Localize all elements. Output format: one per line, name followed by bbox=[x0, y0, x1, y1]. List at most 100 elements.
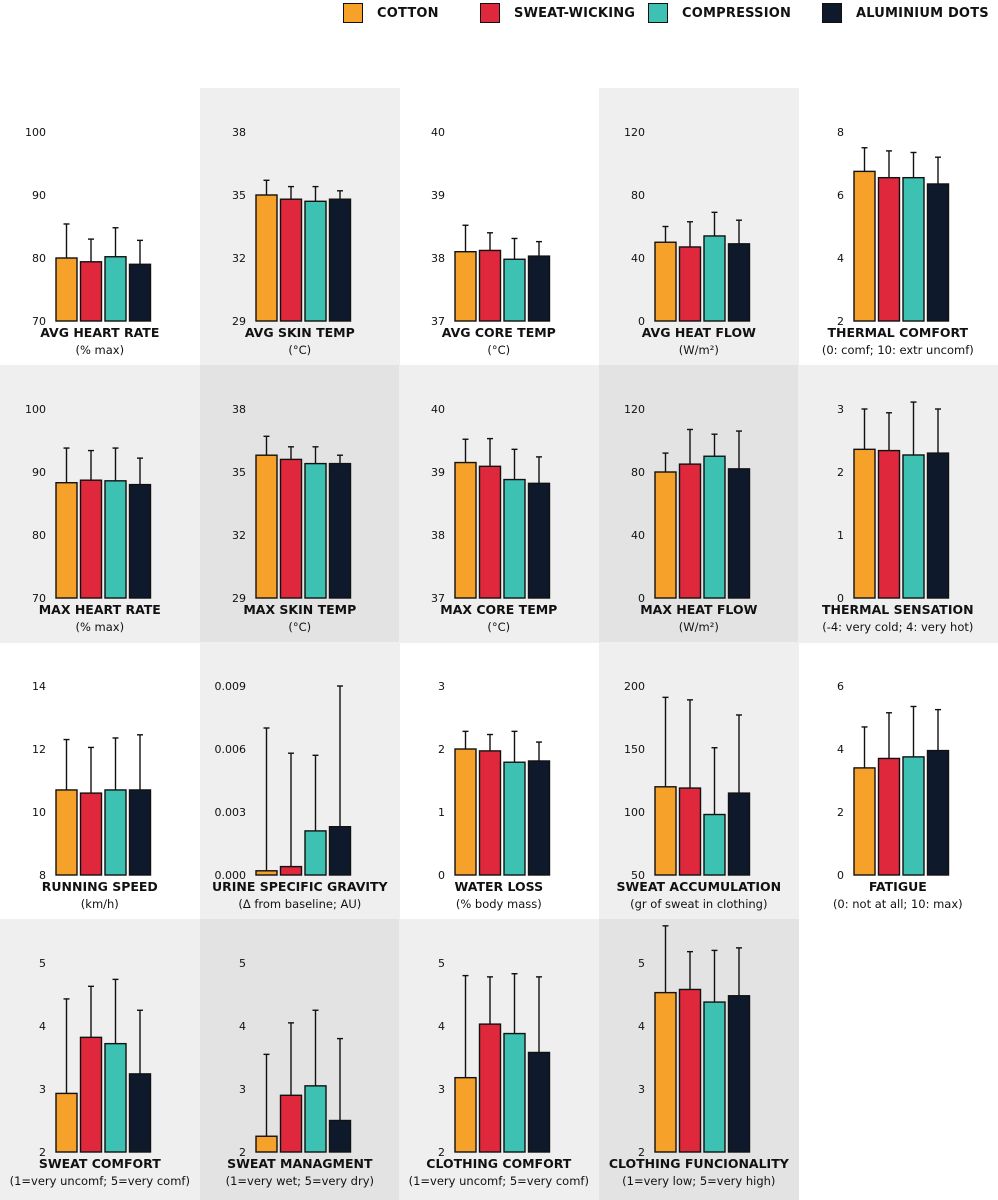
y-tick-label: 38 bbox=[431, 529, 445, 542]
y-tick-label: 0 bbox=[438, 869, 445, 882]
y-tick-label: 3 bbox=[39, 1083, 46, 1096]
bar-sweat-wicking bbox=[279, 1094, 302, 1153]
y-tick-label: 2 bbox=[438, 743, 445, 756]
y-tick-label: 120 bbox=[624, 403, 645, 416]
chart-subtitle: (°C) bbox=[288, 620, 311, 634]
bar-cotton bbox=[55, 482, 78, 599]
y-tick-label: 3 bbox=[638, 1083, 645, 1096]
bar-cotton bbox=[55, 789, 78, 876]
chart-panel-avg-heat-flow: 0 40 80 120 AVG HEAT FLOW (W/m²) bbox=[624, 126, 756, 357]
legend-swatch-aluminium-dots bbox=[822, 3, 842, 23]
y-tick-label: 8 bbox=[39, 869, 46, 882]
y-tick-label: 40 bbox=[431, 126, 445, 139]
legend-label-compression: COMPRESSION bbox=[682, 5, 792, 21]
chart-panel-max-skin-temp: 29 32 35 38 MAX SKIN TEMP (°C) bbox=[232, 403, 356, 634]
bar-aluminium-dots bbox=[727, 792, 750, 876]
bar-compression bbox=[104, 256, 127, 322]
bar-compression bbox=[104, 1042, 127, 1153]
y-tick-label: 2 bbox=[837, 315, 844, 328]
legend-label-aluminium-dots: ALUMINIUM DOTS bbox=[856, 5, 989, 21]
chart-panel-clothing-comfort: 2 3 4 5 CLOTHING COMFORT (1=very uncomf; 5=ve… bbox=[409, 957, 589, 1188]
chart-title: CLOTHING COMFORT bbox=[426, 1156, 571, 1171]
chart-subtitle: (1=very uncomf; 5=very comf) bbox=[10, 1174, 190, 1188]
bar-compression bbox=[503, 1032, 526, 1153]
chart-panel-avg-heart-rate: 70 80 90 100 AVG HEART RATE (% max) bbox=[25, 126, 159, 357]
bar-compression bbox=[104, 789, 127, 876]
bar-sweat-wicking bbox=[878, 757, 901, 876]
bar-sweat-wicking bbox=[79, 1036, 103, 1153]
chart-panel-sweat-managment: 2 3 4 5 SWEAT MANAGMENT (1=very wet; 5=very d… bbox=[225, 957, 373, 1188]
bar-cotton bbox=[654, 471, 677, 599]
bar-cotton bbox=[853, 448, 877, 599]
chart-title: MAX HEART RATE bbox=[39, 602, 161, 617]
y-tick-label: 37 bbox=[431, 315, 445, 328]
bar-compression bbox=[503, 478, 526, 599]
chart-title: AVG SKIN TEMP bbox=[244, 325, 354, 340]
chart-panel-fatigue: 0 2 4 6 FATIGUE (0: not at all; 10: max) bbox=[833, 680, 963, 911]
chart-panel-sweat-comfort: 2 3 4 5 SWEAT COMFORT (1=very uncomf; 5=very … bbox=[10, 957, 190, 1188]
y-tick-label: 4 bbox=[638, 1020, 645, 1033]
bar-aluminium-dots bbox=[328, 825, 351, 876]
bar-sweat-wicking bbox=[678, 988, 701, 1153]
legend-swatch-compression bbox=[648, 3, 668, 23]
y-tick-label: 12 bbox=[32, 743, 46, 756]
bar-cotton bbox=[454, 748, 477, 876]
y-tick-label: 100 bbox=[624, 806, 645, 819]
y-tick-label: 1 bbox=[837, 529, 844, 542]
chart-subtitle: (1=very wet; 5=very dry) bbox=[225, 1174, 373, 1188]
bar-compression bbox=[303, 462, 327, 599]
bar-compression bbox=[703, 1001, 726, 1153]
bar-aluminium-dots bbox=[128, 789, 152, 876]
chart-title: THERMAL SENSATION bbox=[822, 602, 974, 617]
bar-compression bbox=[303, 1085, 327, 1153]
bar-sweat-wicking bbox=[678, 787, 701, 876]
bar-cotton bbox=[654, 786, 677, 876]
chart-title: AVG HEART RATE bbox=[40, 325, 159, 340]
y-tick-label: 200 bbox=[624, 680, 645, 693]
chart-panel-sweat-accumulation: 50 100 150 200 SWEAT ACCUMULATION (gr of swea… bbox=[616, 680, 781, 911]
legend-item-cotton: COTTON bbox=[343, 2, 439, 24]
bar-sweat-wicking bbox=[279, 865, 302, 876]
y-tick-label: 0.009 bbox=[214, 680, 246, 693]
chart-subtitle: (% max) bbox=[75, 343, 124, 357]
y-tick-label: 37 bbox=[431, 592, 445, 605]
chart-subtitle: (1=very low; 5=very high) bbox=[622, 1174, 775, 1188]
chart-title: RUNNING SPEED bbox=[42, 879, 158, 894]
y-tick-label: 10 bbox=[32, 806, 46, 819]
bar-sweat-wicking bbox=[279, 458, 302, 599]
chart-subtitle: (W/m²) bbox=[679, 620, 719, 634]
chart-title: SWEAT ACCUMULATION bbox=[616, 879, 781, 894]
y-tick-label: 90 bbox=[32, 189, 46, 202]
y-tick-label: 150 bbox=[624, 743, 645, 756]
bar-aluminium-dots bbox=[927, 749, 950, 876]
y-tick-label: 2 bbox=[438, 1146, 445, 1159]
y-tick-label: 0.000 bbox=[214, 869, 246, 882]
y-tick-label: 4 bbox=[39, 1020, 46, 1033]
bar-sweat-wicking bbox=[878, 449, 901, 599]
y-tick-label: 1 bbox=[438, 806, 445, 819]
y-tick-label: 8 bbox=[837, 126, 844, 139]
y-tick-label: 40 bbox=[431, 403, 445, 416]
y-tick-label: 70 bbox=[32, 315, 46, 328]
y-tick-label: 90 bbox=[32, 466, 46, 479]
bar-cotton bbox=[55, 1092, 78, 1153]
bar-sweat-wicking bbox=[79, 792, 103, 876]
y-tick-label: 80 bbox=[631, 189, 645, 202]
bar-compression bbox=[303, 830, 327, 876]
bar-aluminium-dots bbox=[727, 468, 750, 599]
legend-swatch-sweat-wicking bbox=[480, 3, 500, 23]
y-tick-label: 6 bbox=[837, 189, 844, 202]
bar-aluminium-dots bbox=[727, 995, 750, 1153]
y-tick-label: 80 bbox=[32, 529, 46, 542]
bar-compression bbox=[703, 235, 726, 322]
y-tick-label: 29 bbox=[232, 592, 246, 605]
bar-cotton bbox=[55, 257, 78, 322]
bar-sweat-wicking bbox=[478, 465, 502, 599]
y-tick-label: 4 bbox=[239, 1020, 246, 1033]
y-tick-label: 38 bbox=[232, 126, 246, 139]
y-tick-label: 0 bbox=[638, 592, 645, 605]
bar-aluminium-dots bbox=[128, 1073, 152, 1153]
y-tick-label: 38 bbox=[431, 252, 445, 265]
bar-aluminium-dots bbox=[128, 263, 152, 322]
